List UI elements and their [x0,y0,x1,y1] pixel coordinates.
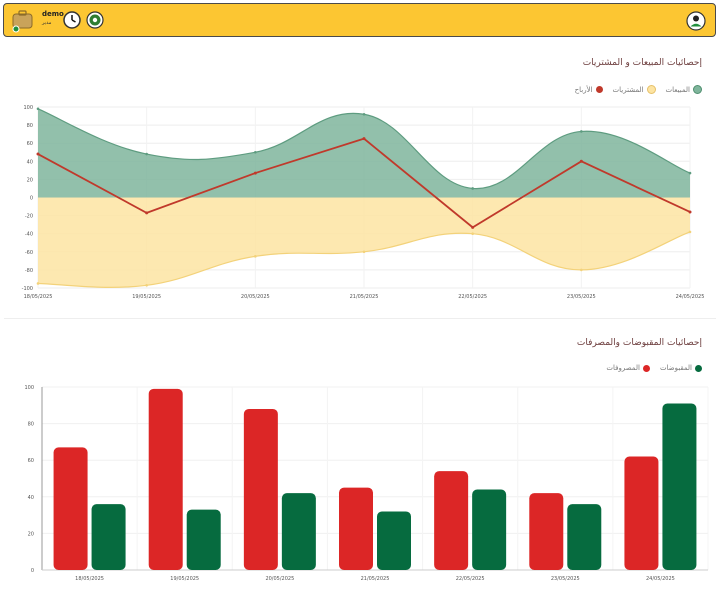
legend-swatch-profits [595,86,603,93]
purchases-area-point [254,255,257,258]
legend-label-purchases: المشتريات [612,85,644,94]
y-tick-label: 20 [28,531,34,537]
purchases-area [38,197,690,288]
expense-bar [434,471,469,570]
sales-area-point [145,152,148,156]
purchases-area-point [145,283,148,287]
y-tick-label: 80 [28,422,34,428]
top-header-bar: demo مدير [3,3,716,37]
user-info[interactable]: demo مدير [42,10,64,28]
user-role: مدير [42,20,52,26]
y-tick-label: 40 [27,159,33,165]
profits-point [579,159,583,163]
x-tick-label: 18/05/2025 [75,576,104,582]
profits-point [362,137,366,141]
legend-label-expenses: المصروفات [606,364,640,372]
x-tick-label: 19/05/2025 [132,294,161,300]
y-tick-label: -80 [25,268,33,274]
y-tick-label: 0 [30,196,33,202]
y-tick-label: 20 [27,177,33,183]
purchases-area-point [471,232,474,235]
y-tick-label: 80 [27,123,33,129]
legend-label-sales: المبيعات [665,85,690,94]
sales-area-point [362,112,366,116]
clock-icon[interactable] [63,11,81,29]
profits-point [688,210,692,214]
expense-bar [148,388,183,570]
cash-chart-title: إحصائيات المقبوضات والمصرفات [576,338,702,348]
purchases-area-point [688,230,692,234]
sales-area-point [254,150,257,154]
y-tick-label: 60 [28,458,34,464]
sales-area-point [688,171,692,175]
y-tick-label: -60 [25,250,33,256]
x-tick-label: 24/05/2025 [646,576,675,582]
legend-item-sales[interactable]: المبيعات [666,85,702,94]
profile-icon[interactable] [686,11,706,31]
y-tick-label: 0 [31,568,34,574]
settings-icon[interactable] [86,11,104,29]
profits-point [253,171,257,175]
legend-swatch-sales [693,85,702,94]
x-tick-label: 22/05/2025 [456,576,485,582]
profits-point [471,225,475,229]
x-tick-label: 21/05/2025 [361,576,390,582]
expense-bar [53,447,88,570]
receipt-bar [281,493,316,570]
y-tick-label: 100 [23,105,33,111]
x-tick-label: 21/05/2025 [350,294,379,300]
user-name: demo [42,10,64,18]
sales-chart-legend: المبيعات المشتريات الأرباح [575,85,702,94]
sales-area-point [471,187,474,190]
purchases-area-point [362,250,366,254]
legend-item-receipts[interactable]: المقبوضات [660,364,702,372]
section-divider [4,318,716,319]
sales-chart-title: إحصائيات المبيعات و المشتريات [582,58,702,68]
expense-bar [624,456,659,570]
sales-area-point [36,107,40,111]
x-tick-label: 18/05/2025 [24,294,53,300]
purchases-area-point [580,268,583,272]
x-tick-label: 24/05/2025 [676,294,705,300]
x-tick-label: 23/05/2025 [551,576,580,582]
legend-swatch-purchases [646,85,656,94]
receipt-bar [567,504,602,570]
legend-item-purchases[interactable]: المشتريات [613,85,656,94]
sales-area-point [580,130,583,133]
receipt-bar [91,504,126,570]
receipt-bar [377,511,411,570]
x-tick-label: 19/05/2025 [170,576,199,582]
y-tick-label: -100 [22,286,33,292]
y-tick-label: 100 [24,385,34,391]
legend-item-profits[interactable]: الأرباح [575,85,603,94]
legend-label-receipts: المقبوضات [659,364,692,372]
expense-bar [243,408,278,570]
x-tick-label: 20/05/2025 [265,576,294,582]
profits-point [36,152,40,156]
legend-swatch-expenses [642,364,650,372]
receipt-bar [662,403,697,570]
y-tick-label: -40 [25,232,33,238]
sales-area [38,108,690,198]
legend-item-expenses[interactable]: المصروفات [606,364,650,372]
y-tick-label: 60 [27,141,33,147]
expense-bar [529,493,564,570]
purchases-area-point [36,282,40,285]
legend-label-profits: الأرباح [574,85,593,94]
receipt-bar [472,489,507,570]
profits-point [145,211,149,215]
x-tick-label: 20/05/2025 [241,294,270,300]
receipts-expenses-bar-chart: 0 20 40 60 80 100 18/05/2025 19/05/2025 20/05/20… [24,385,709,582]
receipt-bar [186,509,221,570]
y-tick-label: -20 [25,214,33,220]
legend-swatch-receipts [695,364,702,372]
y-tick-label: 40 [28,495,34,501]
expense-bar [339,487,373,570]
x-tick-label: 22/05/2025 [458,294,487,300]
briefcase-icon[interactable] [12,9,34,33]
sales-purchases-area-chart: -100 -80 -60 -40 -20 0 20 40 60 80 100 18/05/2025 19… [22,105,705,300]
x-tick-label: 23/05/2025 [567,294,596,300]
cash-chart-legend: المقبوضات المصروفات [606,364,702,372]
